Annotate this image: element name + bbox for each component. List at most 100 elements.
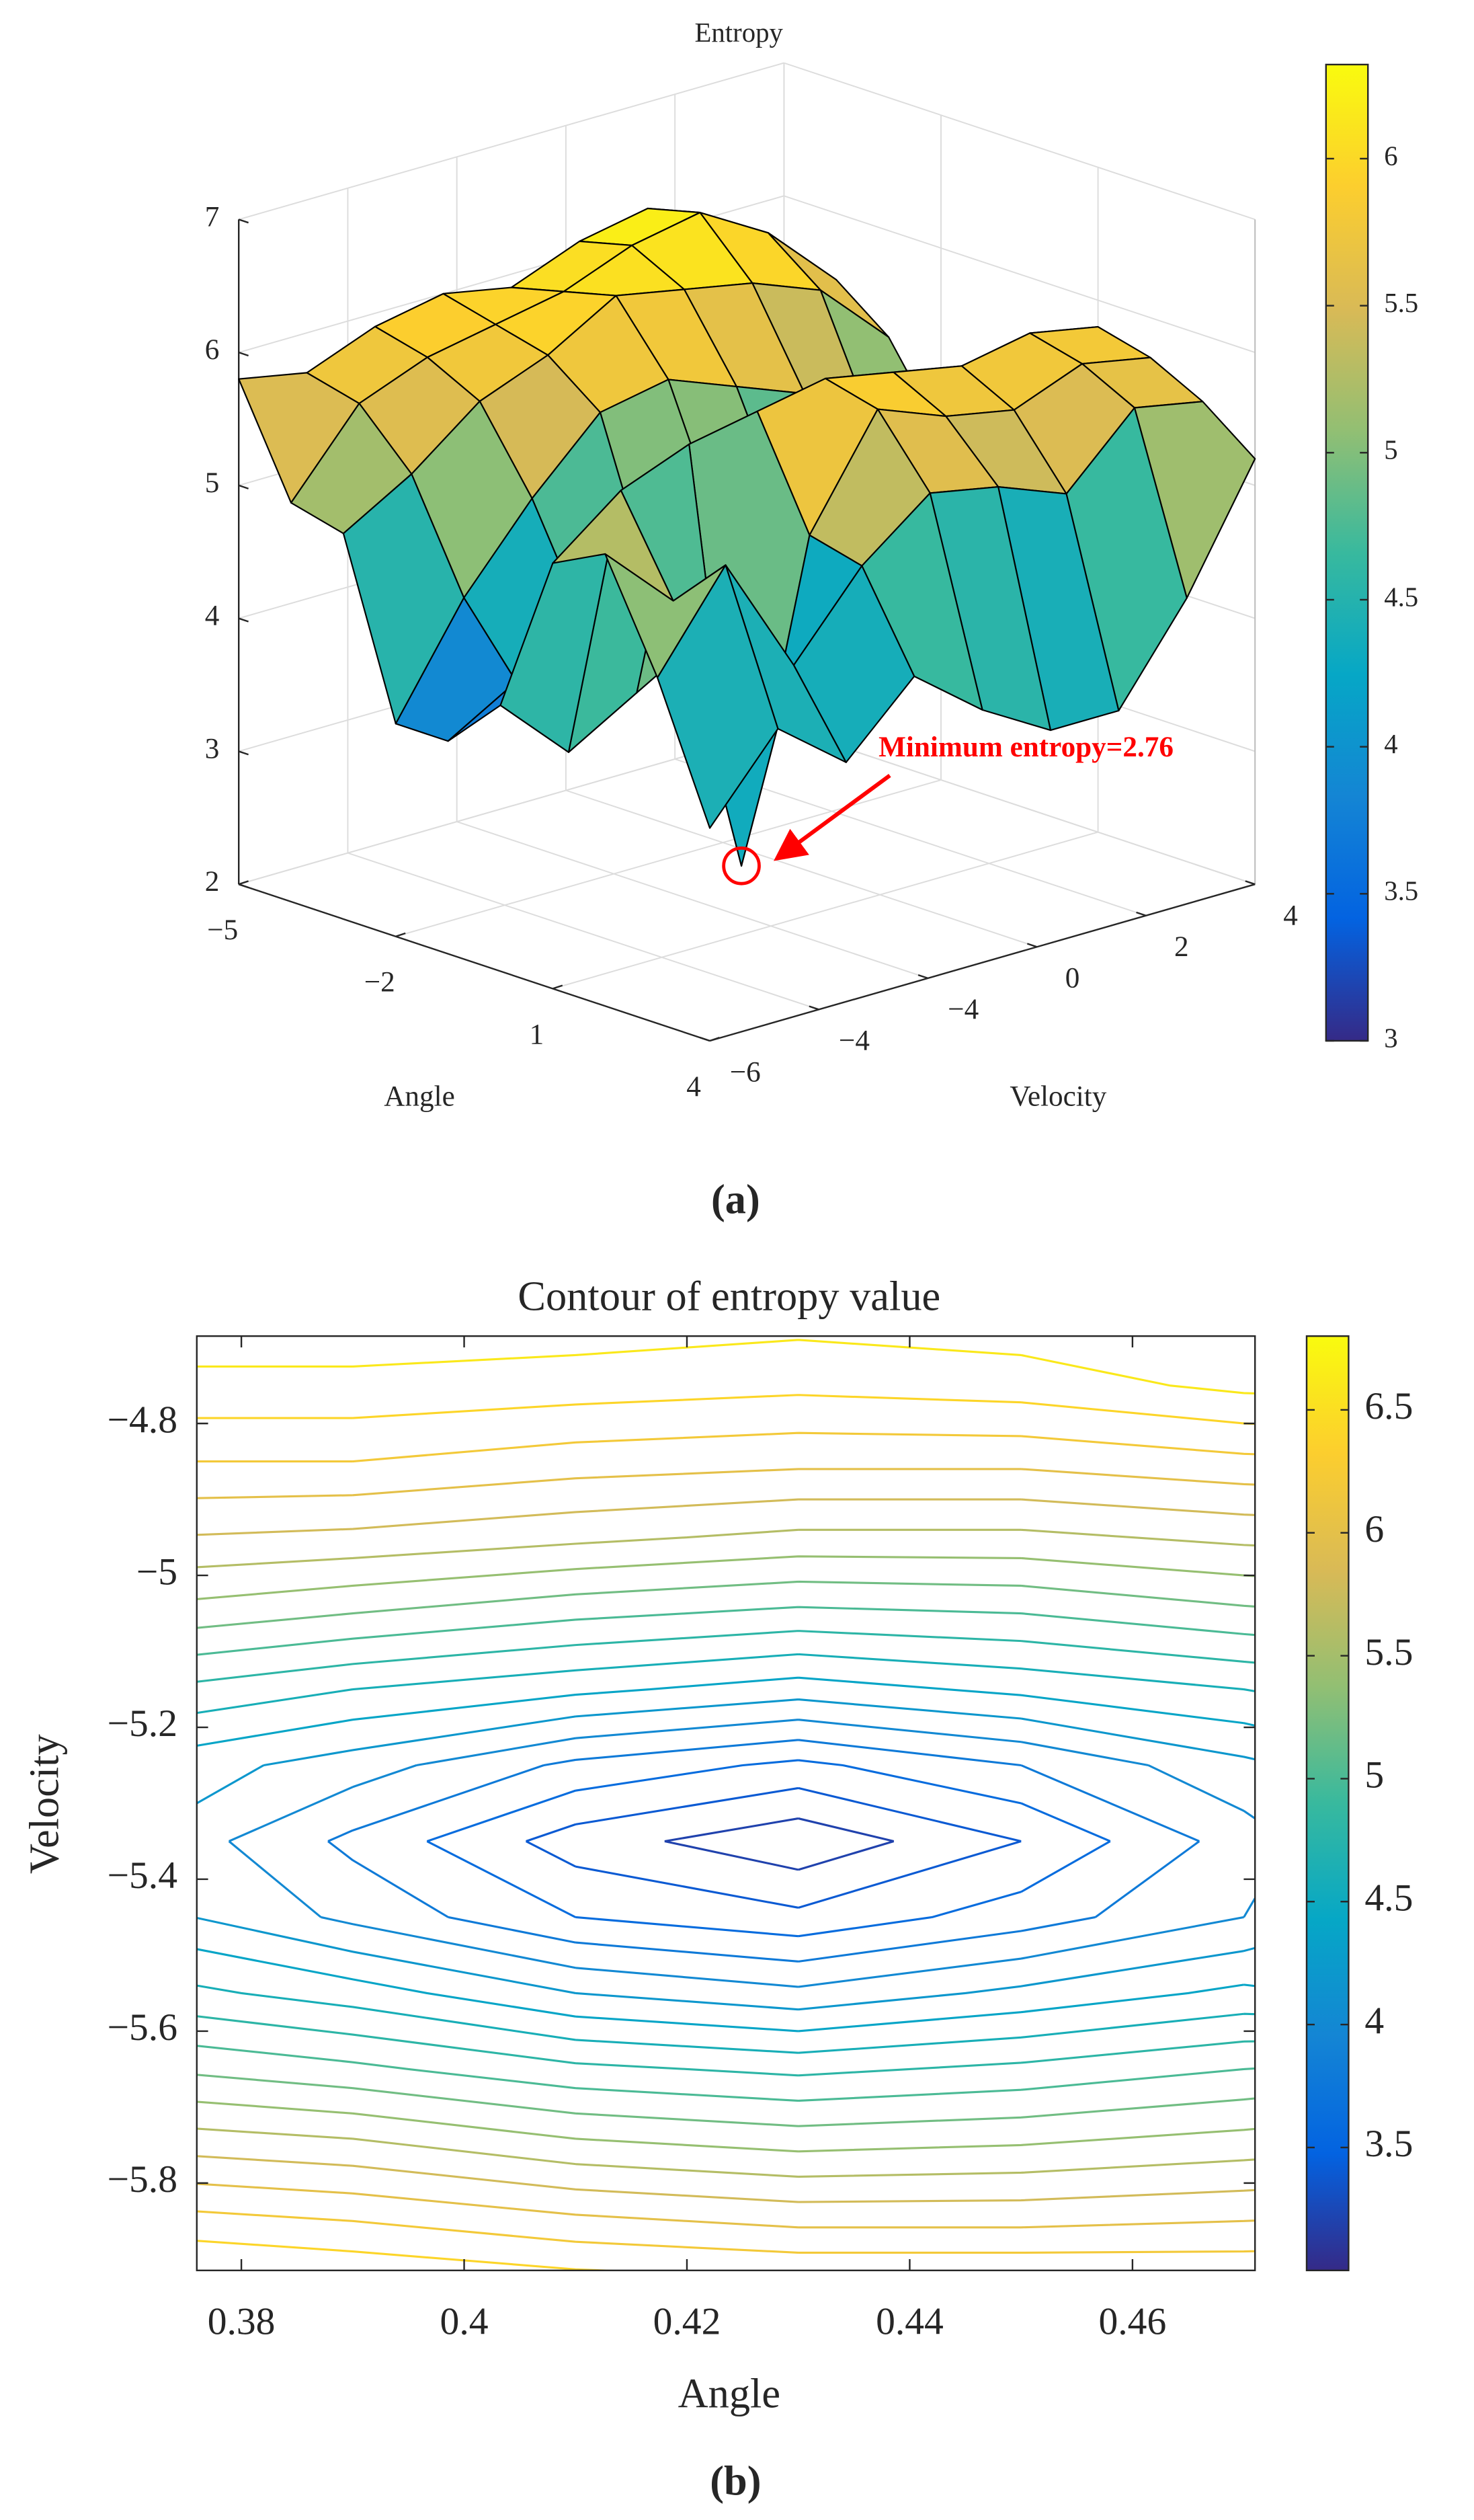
z-tick-label: 2 xyxy=(205,866,220,898)
colorbar-tick-label: 4.5 xyxy=(1384,582,1418,612)
contour-line xyxy=(196,1653,1256,2054)
x-tick-label: 4 xyxy=(686,1071,701,1103)
contour-line xyxy=(196,1431,1256,2254)
chart-title: Contour of entropy value xyxy=(518,1273,940,1320)
contour-line xyxy=(664,1817,895,1871)
tick-mark xyxy=(238,750,249,756)
colorbar-tick-label: 6 xyxy=(1384,141,1397,171)
surface-patch xyxy=(657,564,779,829)
colorbar-tick-label: 3 xyxy=(1384,1023,1397,1053)
y-tick-label: 2 xyxy=(1174,931,1189,963)
tick-mark xyxy=(1245,880,1256,885)
colorbar-tick-label: 5 xyxy=(1364,1754,1384,1797)
contour-lines xyxy=(196,1339,1256,2271)
contour-line xyxy=(196,1630,1256,2077)
z-tick-label: 4 xyxy=(205,600,220,632)
y-axis-label: Velocity xyxy=(1010,1080,1106,1112)
plot-area xyxy=(196,1336,1256,2271)
tick-mark xyxy=(709,1037,720,1042)
y-tick-label: −4.8 xyxy=(108,1399,177,1441)
x-axis-label: Angle xyxy=(678,2371,780,2417)
annotation-circle xyxy=(722,846,761,885)
tick-mark xyxy=(1136,911,1147,916)
grid-line xyxy=(238,62,784,221)
tick-mark xyxy=(1026,943,1038,948)
tick-mark xyxy=(238,880,249,885)
tick-mark xyxy=(238,883,249,889)
contour-line xyxy=(196,1580,1256,2127)
contour-line xyxy=(327,1739,1200,1963)
y-tick-label: 0 xyxy=(1065,963,1080,994)
x-tick-label: 0.38 xyxy=(208,2301,276,2343)
grid-line xyxy=(552,831,1098,990)
tick-mark xyxy=(809,1005,819,1011)
tick-mark xyxy=(238,219,249,224)
contour-line xyxy=(196,1528,1256,2178)
annotation-arrow xyxy=(773,773,891,861)
contour-line xyxy=(196,1339,1256,2271)
x-tick-label: 1 xyxy=(530,1019,544,1050)
y-tick-label: −4 xyxy=(948,994,979,1025)
caption: (b) xyxy=(710,2457,761,2504)
z-tick-label: 6 xyxy=(205,334,220,366)
colorbar-tick-label: 6 xyxy=(1364,1508,1384,1550)
z-tick-label: 7 xyxy=(205,201,220,233)
x-tick-label: 0.4 xyxy=(440,2301,489,2343)
axis-line xyxy=(238,883,710,1042)
z-tick-label: 5 xyxy=(205,467,220,499)
grid-line xyxy=(784,62,1256,221)
grid-line xyxy=(456,821,928,979)
x-tick-label: 0.44 xyxy=(876,2301,944,2343)
grid-line xyxy=(784,727,1256,885)
grid-line xyxy=(395,779,942,937)
x-tick-label: −5 xyxy=(207,914,238,946)
colorbar-tick-label: 6.5 xyxy=(1364,1385,1413,1427)
contour-line xyxy=(196,1606,1256,2102)
y-tick-label: −5.6 xyxy=(108,2006,177,2049)
colorbar-tick-label: 4 xyxy=(1384,729,1397,759)
chart-title: Entropy xyxy=(695,17,784,48)
caption: (a) xyxy=(711,1177,760,1223)
colorbar xyxy=(1305,1335,1350,2271)
axis-line xyxy=(709,883,1256,1042)
contour-line xyxy=(196,1555,1256,2153)
colorbar-tick-label: 5.5 xyxy=(1384,288,1418,318)
x-axis-label: Angle xyxy=(384,1080,455,1112)
colorbar-tick-label: 5.5 xyxy=(1364,1631,1413,1674)
y-tick-label: −5 xyxy=(136,1550,177,1593)
grid-line xyxy=(347,852,819,1011)
tick-mark xyxy=(238,617,249,623)
y-tick-label: −5.8 xyxy=(108,2158,177,2201)
colorbar-tick-label: 4 xyxy=(1364,2000,1384,2042)
colorbar xyxy=(1325,63,1369,1042)
tick-mark xyxy=(238,484,249,489)
contour-line xyxy=(196,1698,1256,2011)
y-axis-label: Velocity xyxy=(21,1734,67,1874)
colorbar-tick-label: 3.5 xyxy=(1364,2123,1413,2165)
z-tick-label: 3 xyxy=(205,733,220,764)
contour-line xyxy=(426,1759,1111,1938)
tick-mark xyxy=(700,1037,710,1042)
colorbar-tick-label: 5 xyxy=(1384,435,1397,465)
tick-mark xyxy=(238,352,249,357)
contour-line xyxy=(228,1719,1256,1988)
x-tick-label: 0.46 xyxy=(1099,2301,1167,2343)
tick-mark xyxy=(395,932,406,937)
contour-line xyxy=(196,1498,1256,2203)
colorbar-tick-label: 4.5 xyxy=(1364,1877,1413,1919)
contour-line xyxy=(196,1676,1256,2033)
axes-box xyxy=(196,1335,1256,2271)
grid-line xyxy=(565,789,1038,948)
grid-line xyxy=(784,195,1256,354)
y-tick-label: −4 xyxy=(839,1025,870,1057)
x-tick-label: 0.42 xyxy=(653,2301,721,2343)
annotation: Minimum entropy=2.76 xyxy=(878,732,1174,763)
tick-mark xyxy=(917,974,928,980)
y-tick-label: −5.2 xyxy=(108,1702,177,1745)
colorbar-tick-label: 3.5 xyxy=(1384,876,1418,906)
y-tick-label: −5.4 xyxy=(108,1854,177,1897)
tick-mark xyxy=(552,984,563,990)
x-tick-label: −2 xyxy=(364,967,395,998)
y-tick-label: 4 xyxy=(1283,900,1298,932)
